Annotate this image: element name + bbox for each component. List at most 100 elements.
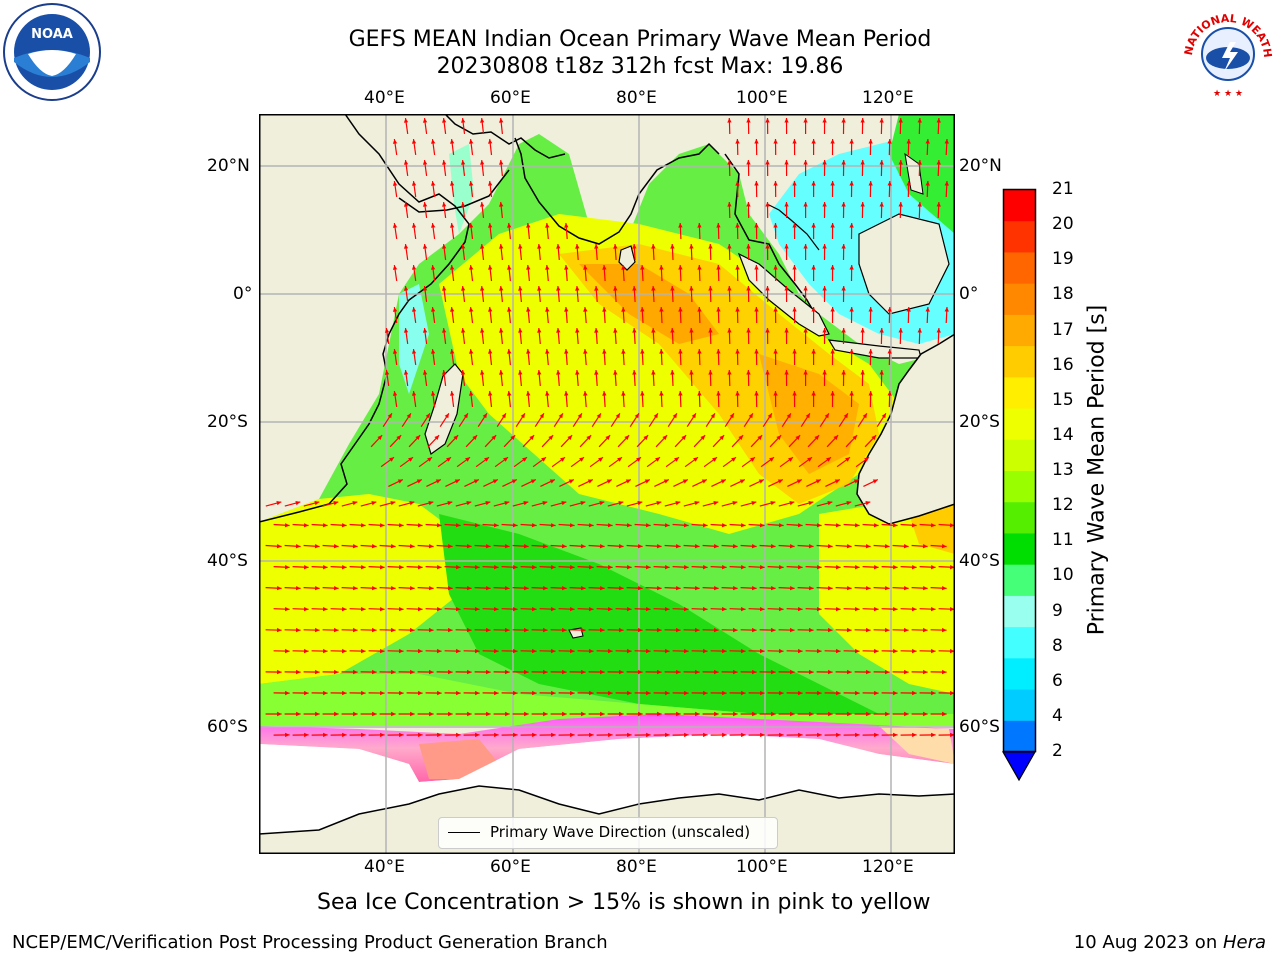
wave-vector-head — [409, 544, 415, 549]
wave-vector-head — [678, 349, 683, 354]
wave-vector-head — [583, 265, 588, 270]
wave-vector-head — [944, 139, 949, 144]
noaa-logo-text: NOAA — [31, 27, 73, 42]
wave-vector-head — [499, 118, 504, 123]
wave-vector-head — [564, 391, 569, 396]
wave-vector-head — [893, 607, 898, 612]
wave-vector-head — [765, 202, 770, 207]
wave-vector-head — [695, 586, 700, 591]
wave-vector-head — [545, 307, 550, 312]
wave-vector-head — [505, 586, 510, 591]
colorbar-segment — [1004, 408, 1035, 441]
wave-vector-head — [543, 711, 548, 717]
wave-vector-head — [695, 627, 700, 633]
wave-vector-head — [408, 457, 413, 462]
wave-vector-head — [315, 586, 320, 591]
wave-vector-head — [760, 690, 765, 696]
wave-vector-head — [862, 413, 867, 419]
wave-vector-head — [505, 711, 510, 717]
colorbar-segment — [1004, 564, 1035, 597]
wave-vector-head — [511, 479, 517, 484]
colorbar-tick-label: 21 — [1052, 179, 1074, 199]
wave-vector-head — [333, 501, 339, 506]
footer-date: 10 Aug 2023 on Hera — [1074, 932, 1266, 953]
wave-vector-head — [760, 607, 765, 612]
wave-vector-head — [731, 457, 736, 462]
lon-tick-top-80e: 80°E — [616, 88, 657, 108]
wave-vector-head — [353, 586, 358, 591]
wave-vector-head — [403, 286, 409, 291]
wave-vector-head — [480, 160, 485, 165]
wave-vector-head — [798, 565, 803, 570]
wave-vector-head — [353, 627, 358, 633]
wave-vector-head — [760, 565, 765, 570]
wave-vector-head — [798, 648, 803, 654]
wave-vector-head — [664, 523, 670, 528]
wave-vector-head — [507, 349, 512, 354]
wave-vector-head — [703, 690, 708, 696]
legend-label: Primary Wave Direction (unscaled) — [490, 823, 751, 841]
wave-vector-head — [469, 391, 474, 396]
wave-vector-head — [849, 307, 854, 312]
wave-vector-head — [372, 586, 377, 591]
wave-vector-head — [551, 648, 556, 654]
wave-vector-head — [942, 669, 947, 675]
wave-vector-head — [613, 244, 618, 249]
wave-vector-head — [469, 139, 474, 144]
wave-vector-head — [285, 607, 290, 612]
wave-vector-head — [575, 286, 580, 291]
wave-vector-head — [708, 328, 713, 333]
wave-vector-head — [429, 627, 434, 633]
wave-vector-head — [526, 391, 531, 396]
wave-vector-head — [570, 690, 575, 696]
wave-vector-head — [562, 669, 567, 675]
wave-vector-head — [727, 160, 732, 165]
wave-vector-head — [834, 479, 840, 484]
wave-vector-head — [403, 328, 409, 333]
wave-vector-head — [732, 544, 738, 549]
wave-vector-head — [304, 732, 309, 738]
wave-vector-head — [746, 328, 751, 333]
wave-vector-head — [392, 391, 398, 396]
wave-vector-head — [442, 202, 447, 207]
wave-vector-head — [716, 223, 721, 228]
wave-vector-head — [613, 370, 618, 375]
wave-vector-head — [586, 435, 592, 440]
wave-vector-head — [675, 501, 681, 506]
wave-vector-head — [638, 669, 643, 675]
wave-vector-head — [836, 565, 841, 570]
wave-vector-head — [450, 265, 455, 270]
wave-vector-head — [428, 501, 434, 506]
wave-vector-head — [727, 118, 732, 123]
wave-vector-head — [389, 457, 394, 462]
lat-tick-left-60s: 60°S — [207, 717, 248, 737]
wave-vector-head — [808, 544, 814, 549]
wave-vector-head — [659, 307, 664, 312]
wave-vector-head — [391, 586, 396, 591]
wave-vector-head — [898, 160, 903, 165]
wave-vector-head — [695, 669, 700, 675]
wave-vector-head — [811, 391, 816, 396]
wave-vector-head — [822, 160, 827, 165]
wave-vector-head — [852, 435, 858, 440]
wave-vector-head — [461, 202, 466, 207]
wave-vector-head — [950, 565, 955, 570]
wave-vector-head — [447, 544, 453, 549]
wave-vector-head — [906, 181, 911, 186]
wave-vector-head — [864, 457, 869, 462]
lat-tick-left-40s: 40°S — [207, 551, 248, 571]
wave-vector-head — [657, 586, 662, 591]
wave-vector-head — [822, 118, 827, 123]
wave-vector-head — [760, 732, 765, 738]
wave-vector-head — [619, 711, 624, 717]
wave-vector-head — [418, 690, 423, 696]
wave-vector-head — [607, 523, 613, 528]
colorbar-tick-label: 14 — [1052, 424, 1074, 445]
wave-vector-head — [486, 586, 491, 591]
wave-vector-head — [798, 690, 803, 696]
wave-vector-head — [874, 607, 879, 612]
wave-vector-head — [314, 501, 320, 506]
wave-vector-head — [822, 370, 827, 375]
wave-vector-head — [887, 307, 892, 312]
wave-vector-head — [491, 435, 497, 440]
